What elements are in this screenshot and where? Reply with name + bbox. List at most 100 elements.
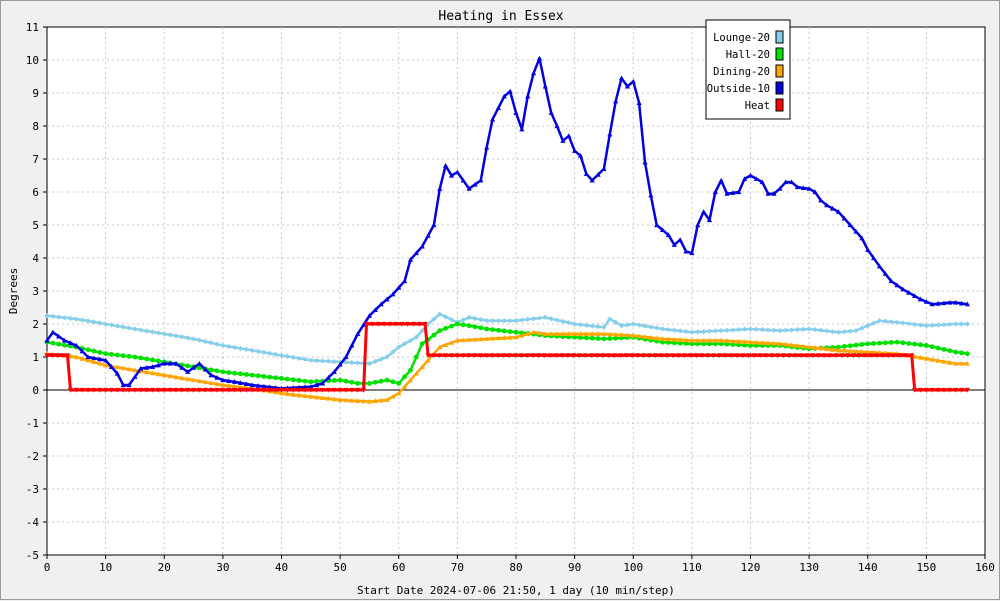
data-point bbox=[695, 341, 701, 347]
data-point bbox=[935, 387, 941, 393]
data-point bbox=[595, 331, 601, 336]
data-point bbox=[114, 387, 120, 393]
data-point bbox=[126, 382, 132, 388]
data-point bbox=[624, 332, 630, 338]
data-point bbox=[658, 353, 664, 358]
data-point bbox=[757, 353, 763, 358]
data-point bbox=[196, 387, 203, 393]
data-point bbox=[636, 322, 642, 328]
data-point bbox=[384, 397, 390, 402]
data-point bbox=[214, 341, 220, 347]
data-point bbox=[635, 353, 641, 358]
data-point bbox=[589, 323, 595, 329]
data-point bbox=[472, 181, 478, 187]
data-point bbox=[393, 321, 399, 327]
data-point bbox=[929, 344, 935, 350]
data-point bbox=[865, 247, 871, 252]
data-point bbox=[953, 321, 959, 327]
data-point bbox=[448, 317, 455, 323]
data-point bbox=[73, 342, 79, 348]
data-point bbox=[777, 328, 783, 334]
data-point bbox=[572, 331, 578, 336]
data-point bbox=[120, 324, 126, 330]
data-point bbox=[964, 361, 971, 366]
y-tick-label: -1 bbox=[26, 417, 39, 430]
data-point bbox=[736, 342, 742, 348]
data-point bbox=[325, 395, 331, 401]
data-point bbox=[91, 359, 97, 365]
data-point bbox=[847, 328, 853, 334]
data-point bbox=[722, 353, 728, 358]
data-point bbox=[624, 83, 630, 89]
data-point bbox=[261, 387, 267, 393]
data-point bbox=[818, 327, 824, 333]
y-tick-label: 9 bbox=[32, 87, 39, 100]
data-point bbox=[806, 344, 812, 350]
x-tick-label: 0 bbox=[44, 561, 51, 574]
data-point bbox=[402, 341, 408, 347]
data-point bbox=[900, 286, 906, 292]
data-point bbox=[355, 381, 361, 386]
data-point bbox=[646, 353, 653, 358]
data-point bbox=[64, 353, 71, 358]
data-point bbox=[560, 318, 566, 324]
data-point bbox=[800, 326, 806, 332]
data-point bbox=[202, 387, 208, 393]
data-point bbox=[314, 387, 320, 393]
data-point bbox=[255, 383, 261, 388]
legend-swatch bbox=[775, 98, 784, 112]
data-point bbox=[941, 359, 947, 364]
data-point bbox=[751, 353, 757, 358]
y-tick-label: 2 bbox=[32, 318, 39, 331]
data-point bbox=[208, 367, 214, 373]
data-point bbox=[759, 327, 765, 333]
data-point bbox=[636, 333, 642, 339]
series-layer bbox=[44, 55, 971, 404]
data-point bbox=[413, 334, 419, 340]
data-point bbox=[404, 321, 411, 327]
x-tick-label: 30 bbox=[216, 561, 229, 574]
data-point bbox=[730, 338, 736, 344]
y-tick-label: 10 bbox=[26, 54, 39, 67]
data-point bbox=[888, 340, 894, 345]
data-point bbox=[769, 353, 775, 358]
data-point bbox=[190, 365, 197, 370]
data-point bbox=[699, 353, 705, 358]
data-point bbox=[355, 387, 361, 393]
data-point bbox=[472, 336, 478, 342]
data-point bbox=[718, 341, 724, 347]
data-point bbox=[126, 353, 132, 359]
data-point bbox=[577, 331, 584, 336]
data-point bbox=[185, 363, 191, 369]
legend-swatch bbox=[775, 30, 784, 44]
data-point bbox=[775, 353, 781, 358]
legend-swatch bbox=[775, 47, 784, 61]
data-point bbox=[343, 354, 349, 360]
data-point bbox=[443, 342, 449, 347]
data-point bbox=[763, 353, 769, 358]
data-point bbox=[501, 328, 507, 334]
data-point bbox=[103, 357, 109, 363]
data-point bbox=[149, 387, 156, 393]
data-point bbox=[179, 334, 185, 340]
data-point bbox=[489, 335, 496, 341]
data-point bbox=[706, 337, 713, 343]
data-point bbox=[337, 387, 343, 393]
data-point bbox=[61, 337, 68, 343]
data-point bbox=[882, 318, 888, 324]
data-point bbox=[167, 361, 173, 366]
data-point bbox=[155, 358, 161, 364]
data-point bbox=[518, 353, 524, 358]
data-point bbox=[331, 387, 337, 393]
data-point bbox=[536, 55, 543, 61]
data-point bbox=[874, 353, 880, 358]
data-point bbox=[44, 353, 50, 358]
data-point bbox=[525, 331, 531, 336]
data-point bbox=[290, 392, 296, 397]
x-tick-label: 40 bbox=[275, 561, 288, 574]
data-point bbox=[618, 332, 625, 337]
data-point bbox=[821, 353, 827, 358]
data-point bbox=[888, 319, 894, 325]
data-point bbox=[724, 338, 730, 343]
